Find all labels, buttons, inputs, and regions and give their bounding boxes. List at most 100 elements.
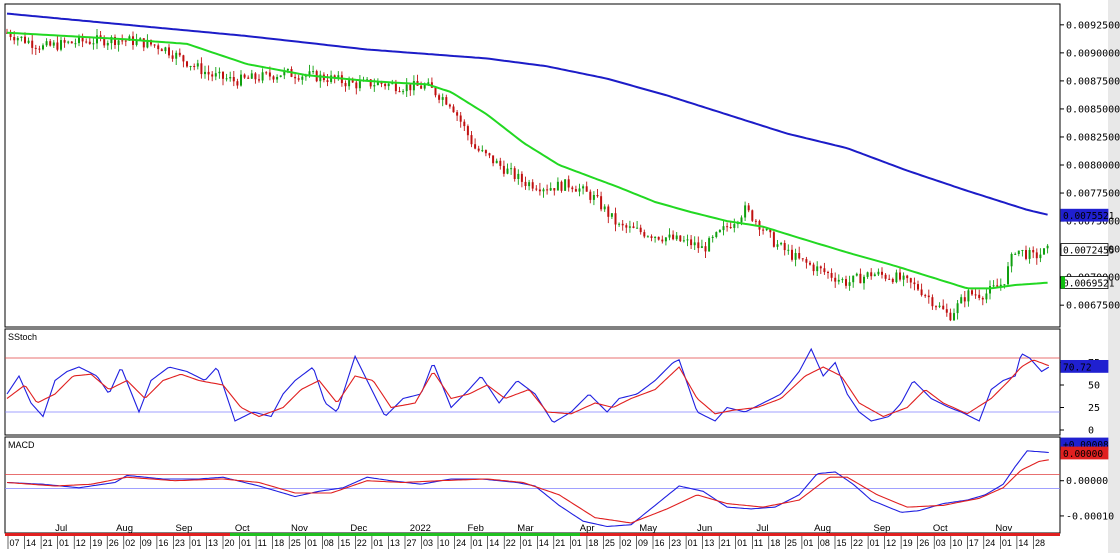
candle-body [484,150,487,154]
candle-body [996,285,999,287]
macd-badge-0-text: +0.00008 [1063,440,1109,451]
stochastic-pane[interactable]: SStoch 7550250 70.72 [4,328,1109,437]
candle-body [769,228,772,233]
x-day-label: 26 [919,538,929,548]
candle-body [420,85,423,89]
candle-body [348,80,351,87]
candle-body [650,236,653,238]
candle-body [855,273,858,276]
candle-body [297,78,300,80]
candle-body [956,303,959,314]
x-day-label: 01 [803,538,813,548]
candle-body [337,75,340,79]
candle-body [1035,252,1038,259]
candle-body [351,80,354,83]
candle-body [675,235,678,240]
x-day-label: 18 [770,538,780,548]
candle-body [373,85,376,87]
candle-body [812,264,815,272]
macd-tick-label: 0.00000 [1066,476,1108,487]
candle-body [189,66,192,67]
candle-body [171,55,174,59]
x-day-label: 01 [241,538,251,548]
candle-body [600,196,603,210]
candle-body [1021,250,1024,251]
candle-body [326,80,329,82]
x-day-label: 01 [572,538,582,548]
macd-label: MACD [8,440,35,450]
candle-body [268,72,271,77]
x-month-label: Nov [291,523,308,534]
candle-body [301,76,304,80]
x-axis-green-band [230,533,580,536]
x-day-label: 20 [225,538,235,548]
candle-body [657,236,660,240]
candle-body [664,237,667,242]
candle-body [200,63,203,75]
x-day-label: 11 [754,538,763,548]
candle-body [866,272,869,277]
x-day-label: 24 [456,538,466,548]
candle-body [906,275,909,279]
candle-body [1010,254,1013,267]
x-day-label: 22 [357,538,367,548]
candle-body [553,188,556,191]
candle-body [110,37,113,44]
x-day-label: 25 [291,538,301,548]
price-badge-2-text: 0.0069521 [1063,279,1115,290]
x-day-label: 01 [870,538,880,548]
candle-body [153,44,156,46]
x-day-label: 24 [985,538,995,548]
candle-body [85,41,88,43]
candle-body [953,313,955,321]
x-day-label: 17 [969,538,979,548]
candle-body [463,121,466,127]
candle-body [924,295,927,297]
candle-body [243,74,246,78]
candle-body [747,205,750,211]
candle-body [646,236,649,238]
candle-body [146,39,149,48]
macd-series-1 [6,459,1049,524]
window-edge [1108,0,1120,553]
price-moving-averages [6,12,1048,290]
candle-body [492,155,495,164]
candle-body [945,309,948,313]
candle-body [841,279,844,281]
candle-body [168,47,170,56]
candle-body [585,186,588,192]
candle-body [160,49,163,52]
candle-body [978,294,981,298]
candle-body [971,290,973,295]
candle-body [733,224,736,228]
candle-body [715,232,718,237]
x-month-label: Aug [814,523,831,534]
candle-body [794,253,797,260]
price-tick-label: 0.0085000 [1066,104,1120,115]
candle-body [754,220,757,222]
candle-body [9,32,12,37]
candle-body [610,213,613,217]
candle-body [488,153,491,156]
candle-body [70,41,73,44]
candle-body [942,305,945,310]
x-day-label: 25 [605,538,615,548]
x-day-label: 19 [92,538,102,548]
x-day-label: 21 [721,538,731,548]
candle-body [636,227,639,229]
candle-body [902,275,905,280]
x-month-label: May [639,523,657,534]
price-pane[interactable]: 0.0092500 0.0090000 0.0087500 0.0085000 0.00… [4,3,1120,328]
candle-body [700,246,703,248]
candle-body [571,187,574,190]
candle-body [214,73,217,77]
candle-body [391,83,394,85]
x-day-label: 28 [1035,538,1045,548]
candle-body [380,81,383,84]
candle-body [1046,245,1049,249]
candle-body [81,36,84,42]
candle-body [45,41,48,46]
candle-body [989,286,991,294]
candle-body [1025,250,1027,259]
